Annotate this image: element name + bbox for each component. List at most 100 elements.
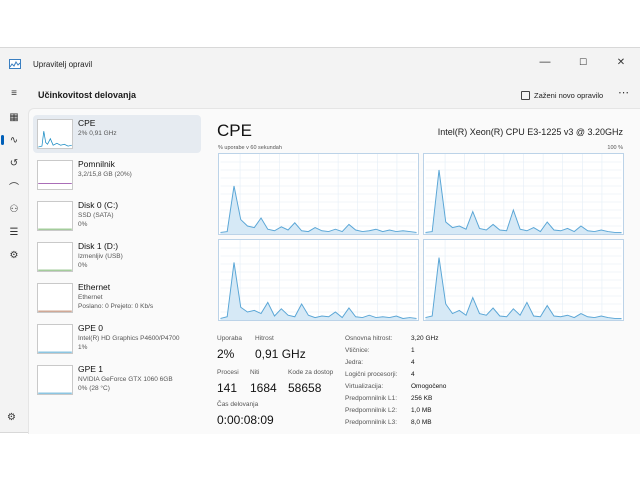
nav-history-icon[interactable]: ↺ xyxy=(9,157,19,169)
detail-title: CPE xyxy=(217,121,252,140)
uptime-label: Čas delovanja xyxy=(217,401,259,408)
thumbnail-line xyxy=(38,131,72,148)
resource-sub: Intel(R) HD Graphics P4600/P4700 xyxy=(78,335,180,342)
resource-sub: NVIDIA GeForce GTX 1060 6GB xyxy=(78,376,173,383)
resource-sub: 2% 0,91 GHz xyxy=(78,130,117,137)
resource-item-disk1[interactable]: Disk 1 (D:) Izmenljiv (USB) 0% xyxy=(33,238,201,276)
disk0-thumbnail xyxy=(37,201,73,231)
resource-sub2: Poslano: 0 Prejeto: 0 Kb/s xyxy=(78,303,154,310)
spec-key: Predpomnilnik L1: xyxy=(345,395,398,402)
nav-services-icon[interactable]: ⚙ xyxy=(9,249,19,261)
usage-value: 2% xyxy=(217,347,235,361)
spec-key: Predpomnilnik L2: xyxy=(345,407,398,414)
page-title: Učinkovitost delovanja xyxy=(38,90,137,100)
page-header: Učinkovitost delovanja Zaženi novo oprav… xyxy=(28,78,640,108)
resource-name: Ethernet xyxy=(78,282,111,292)
spec-value: 1 xyxy=(411,347,415,354)
cpu-graphs xyxy=(218,153,624,321)
resource-sub: SSD (SATA) xyxy=(78,212,114,219)
ethernet-thumbnail xyxy=(37,283,73,313)
resource-sub: Izmenljiv (USB) xyxy=(78,253,123,260)
axis-label-right: 100 % xyxy=(607,145,623,151)
spec-value: 1,0 MB xyxy=(411,407,432,414)
spec-value: 4 xyxy=(411,371,415,378)
nav-users-icon[interactable]: ⚇ xyxy=(9,203,19,215)
spec-key: Osnovna hitrost: xyxy=(345,335,393,342)
resource-item-gpu1[interactable]: GPE 1 NVIDIA GeForce GTX 1060 6GB 0% (28… xyxy=(33,361,201,399)
nav-startup-icon[interactable]: ⌒ xyxy=(9,182,19,194)
processes-label: Procesi xyxy=(217,369,239,376)
resource-sub2: 1% xyxy=(78,344,88,351)
title-bar[interactable]: Upravitelj opravil — ☐ ✕ xyxy=(0,48,640,78)
minimize-button[interactable]: — xyxy=(539,56,551,68)
resource-name: Disk 0 (C:) xyxy=(78,200,119,210)
series-area xyxy=(425,257,622,320)
resource-name: Disk 1 (D:) xyxy=(78,241,119,251)
axis-label-left: % uporabe v 60 sekundah xyxy=(218,145,282,151)
spec-value: 3,20 GHz xyxy=(411,335,439,342)
disk1-thumbnail xyxy=(37,242,73,272)
resource-item-gpu0[interactable]: GPE 0 Intel(R) HD Graphics P4600/P4700 1… xyxy=(33,320,201,358)
resource-name: GPE 0 xyxy=(78,323,104,333)
spec-key: Logični procesorji: xyxy=(345,371,398,378)
resource-sub2: 0% xyxy=(78,262,88,269)
speed-label: Hitrost xyxy=(255,335,274,342)
resource-item-memory[interactable]: Pomnilnik 3,2/15,8 GB (20%) xyxy=(33,156,201,194)
series-area xyxy=(220,186,417,234)
handles-value: 58658 xyxy=(288,381,322,395)
series-line xyxy=(425,169,622,233)
resource-name: CPE xyxy=(78,118,96,128)
run-task-icon xyxy=(521,90,530,100)
run-new-task-button[interactable]: Zaženi novo opravilo xyxy=(521,87,603,103)
uptime-value: 0:00:08:09 xyxy=(217,413,274,427)
series-area xyxy=(425,170,622,234)
processes-value: 141 xyxy=(217,381,238,395)
resource-name: GPE 1 xyxy=(78,364,104,374)
spec-key: Virtualizacija: xyxy=(345,383,384,390)
cpu-stats: Uporaba 2% Hitrost 0,91 GHz Procesi 141 … xyxy=(217,331,637,431)
core-graph-2 xyxy=(218,239,419,321)
cpu-model: Intel(R) Xeon(R) CPU E3-1225 v3 @ 3.20GH… xyxy=(437,127,623,137)
series-line xyxy=(220,185,417,233)
resource-item-ethernet[interactable]: Ethernet Ethernet Poslano: 0 Prejeto: 0 … xyxy=(33,279,201,317)
series-line xyxy=(220,262,417,319)
close-button[interactable]: ✕ xyxy=(616,56,626,68)
cpu-detail-panel: CPE Intel(R) Xeon(R) CPU E3-1225 v3 @ 3.… xyxy=(215,109,635,435)
settings-gear-icon[interactable]: ⚙ xyxy=(7,412,16,423)
nav-details-icon[interactable]: ☰ xyxy=(9,226,19,238)
performance-content: CPE 2% 0,91 GHz Pomnilnik 3,2/15,8 GB (2… xyxy=(28,108,640,434)
spec-key: Predpomnilnik L3: xyxy=(345,419,398,426)
nav-processes-icon[interactable]: ▦ xyxy=(9,111,19,123)
speed-value: 0,91 GHz xyxy=(255,347,306,361)
spec-value: Omogočeno xyxy=(411,383,447,390)
spec-value: 4 xyxy=(411,359,415,366)
core-graph-3 xyxy=(423,239,624,321)
gpu0-thumbnail xyxy=(37,324,73,354)
resource-name: Pomnilnik xyxy=(78,159,115,169)
nav-menu-icon[interactable]: ≡ xyxy=(11,87,17,99)
window-title: Upravitelj opravil xyxy=(33,60,93,69)
series-area xyxy=(220,262,417,320)
spec-value: 8,0 MB xyxy=(411,419,432,426)
more-options-button[interactable]: ⋯ xyxy=(618,87,629,99)
core-graph-0 xyxy=(218,153,419,235)
memory-thumbnail xyxy=(37,160,73,190)
cpu-thumbnail xyxy=(37,119,73,149)
resource-sub: 3,2/15,8 GB (20%) xyxy=(78,171,132,178)
spec-key: Jedra: xyxy=(345,359,364,366)
threads-label: Niti xyxy=(250,369,260,376)
navigation-rail: ≡ ▦ ∿ ↺ ⌒ ⚇ ☰ ⚙ ⚙ xyxy=(0,78,28,434)
maximize-button[interactable]: ☐ xyxy=(578,56,588,67)
usage-label: Uporaba xyxy=(217,335,242,342)
core-graph-1 xyxy=(423,153,624,235)
task-manager-icon xyxy=(9,59,21,69)
spec-value: 256 KB xyxy=(411,395,433,402)
handles-label: Kode za dostop xyxy=(288,369,334,376)
resource-item-cpu[interactable]: CPE 2% 0,91 GHz xyxy=(33,115,201,153)
resource-sub2: 0% xyxy=(78,221,88,228)
threads-value: 1684 xyxy=(250,381,277,395)
gpu1-thumbnail xyxy=(37,365,73,395)
resource-item-disk0[interactable]: Disk 0 (C:) SSD (SATA) 0% xyxy=(33,197,201,235)
task-manager-window: Upravitelj opravil — ☐ ✕ ≡ ▦ ∿ ↺ ⌒ ⚇ ☰ ⚙… xyxy=(0,47,640,434)
nav-performance-icon[interactable]: ∿ xyxy=(1,133,21,147)
